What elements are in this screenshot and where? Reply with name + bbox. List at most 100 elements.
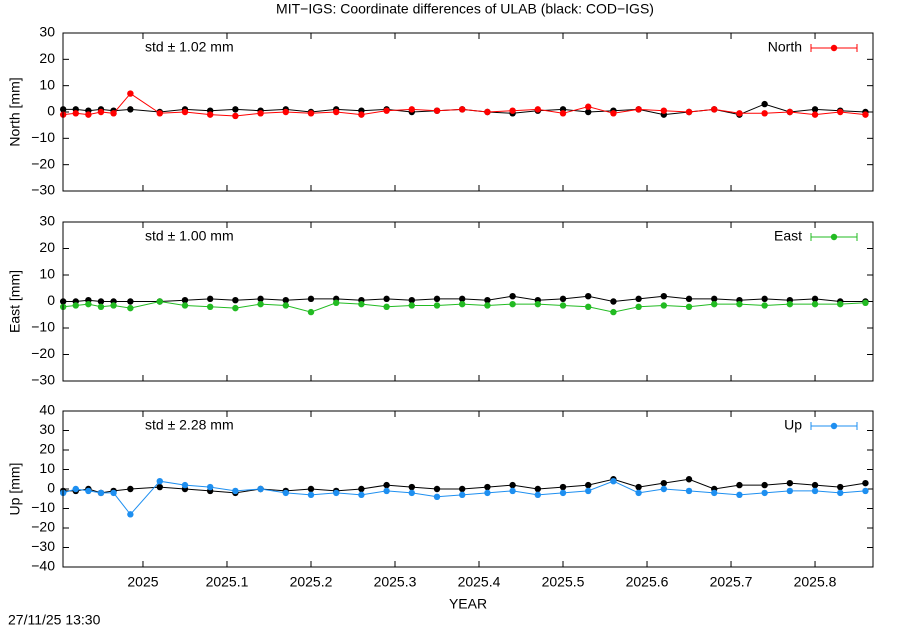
plot-frame xyxy=(62,410,874,568)
y-axis-label: East [mm] xyxy=(7,270,23,333)
timestamp: 27/11/25 13:30 xyxy=(8,612,101,628)
data-point xyxy=(761,110,768,117)
data-point xyxy=(610,298,617,305)
y-tick-label: 0 xyxy=(47,292,55,308)
plot-frame xyxy=(62,221,874,382)
x-tick-label: 2025.2 xyxy=(290,574,333,590)
y-tick-label: 0 xyxy=(47,103,55,119)
data-point xyxy=(206,483,214,491)
data-point xyxy=(282,302,289,309)
data-point xyxy=(156,478,163,485)
y-tick-label: −10 xyxy=(31,129,55,145)
data-point xyxy=(459,295,466,303)
data-point xyxy=(358,491,365,499)
data-point xyxy=(509,107,516,114)
data-point xyxy=(685,295,693,303)
data-point xyxy=(408,106,415,113)
y-tick-label: −30 xyxy=(31,372,55,388)
data-point xyxy=(307,110,315,117)
x-axis-label: YEAR xyxy=(449,596,487,612)
data-point xyxy=(72,302,79,309)
data-point xyxy=(206,111,214,118)
data-point xyxy=(358,111,365,118)
data-point xyxy=(433,302,441,309)
data-point xyxy=(635,295,642,303)
data-point xyxy=(206,295,214,303)
legend-marker xyxy=(830,233,838,241)
data-point xyxy=(610,308,617,316)
data-point xyxy=(127,485,134,493)
y-tick-label: 0 xyxy=(47,480,55,496)
data-point xyxy=(660,479,668,487)
data-point xyxy=(559,110,567,117)
data-point xyxy=(559,489,567,497)
y-tick-label: 20 xyxy=(39,239,55,255)
data-point xyxy=(459,300,466,308)
data-point xyxy=(72,485,79,493)
data-point xyxy=(156,483,163,491)
data-point xyxy=(610,110,617,117)
data-point xyxy=(110,302,117,309)
y-tick-label: 30 xyxy=(39,24,55,40)
x-tick-label: 2025.1 xyxy=(206,574,249,590)
data-point xyxy=(711,300,718,308)
x-tick-label: 2025.4 xyxy=(458,574,501,590)
x-tick-label: 2025.3 xyxy=(374,574,417,590)
y-tick-label: −30 xyxy=(31,182,55,198)
data-point xyxy=(509,300,516,308)
data-point xyxy=(127,106,134,113)
data-point xyxy=(459,491,466,499)
data-point xyxy=(660,302,668,309)
data-point xyxy=(181,108,189,116)
legend-label: East xyxy=(774,228,802,244)
data-point xyxy=(127,304,134,312)
data-point xyxy=(685,108,693,116)
data-point xyxy=(459,485,466,493)
data-point xyxy=(711,106,718,113)
data-point xyxy=(127,511,134,518)
data-point xyxy=(811,295,819,303)
data-point xyxy=(534,491,542,499)
data-point xyxy=(307,308,315,316)
y-tick-label: −10 xyxy=(31,499,55,515)
data-point xyxy=(307,295,315,303)
data-point xyxy=(232,112,239,120)
data-point xyxy=(156,298,163,305)
data-point xyxy=(484,489,491,497)
data-point xyxy=(484,483,491,491)
data-point xyxy=(181,481,189,489)
data-point xyxy=(811,300,819,308)
x-tick-label: 2025 xyxy=(127,574,158,590)
data-point xyxy=(97,108,105,116)
data-point xyxy=(610,478,617,485)
data-point xyxy=(332,299,340,307)
data-point xyxy=(358,300,365,308)
data-point xyxy=(257,295,264,303)
data-point xyxy=(408,483,415,491)
data-point xyxy=(307,491,315,499)
data-point xyxy=(383,107,390,114)
data-point xyxy=(534,300,542,308)
data-point xyxy=(862,299,869,307)
data-point xyxy=(408,296,415,304)
data-point xyxy=(332,489,340,497)
data-point xyxy=(761,100,768,108)
annotation: std ± 1.02 mm xyxy=(145,39,234,55)
data-point xyxy=(97,489,105,497)
data-point xyxy=(837,300,844,308)
data-point xyxy=(635,483,642,491)
data-point xyxy=(282,108,289,116)
data-point xyxy=(110,489,117,497)
data-point xyxy=(97,298,105,305)
data-point xyxy=(559,483,567,491)
data-point xyxy=(484,296,491,304)
data-point xyxy=(585,108,592,116)
data-point xyxy=(484,108,491,116)
y-tick-label: −10 xyxy=(31,319,55,335)
data-point xyxy=(484,302,491,309)
data-point xyxy=(232,296,239,304)
data-point xyxy=(383,481,390,489)
y-tick-label: 30 xyxy=(39,213,55,229)
legend-marker xyxy=(830,422,838,430)
